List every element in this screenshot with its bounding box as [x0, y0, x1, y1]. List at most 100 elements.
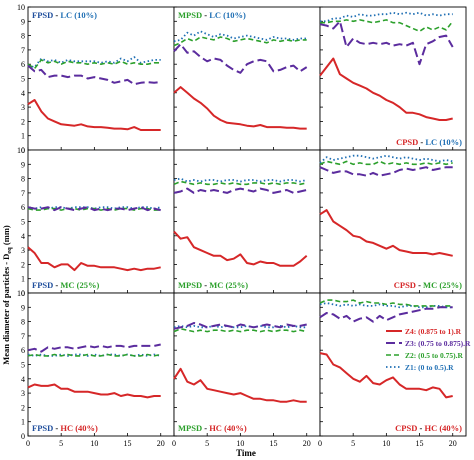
y-tick-label: 9 — [21, 160, 25, 169]
panel-label-separator: - — [53, 423, 60, 433]
x-tick-label: 0 — [26, 439, 30, 448]
x-tick-label: 15 — [124, 439, 132, 448]
series-line-z2 — [27, 59, 161, 70]
y-tick-label: 4 — [21, 375, 25, 384]
series-line-z3 — [27, 206, 161, 212]
panel-label-psd: FPSD — [32, 10, 53, 20]
y-tick-label: 0 — [21, 146, 25, 155]
y-axis-label-main: Mean diameter of particles - D — [1, 254, 11, 365]
series-line-z2 — [173, 180, 307, 186]
panel-label: CPSD - MC (25%) — [394, 280, 462, 290]
x-tick-label: 15 — [416, 439, 424, 448]
x-tick-label: 5 — [59, 439, 63, 448]
x-axis-label: Time — [236, 448, 256, 458]
y-tick-label: 10 — [17, 3, 25, 12]
series-line-z3 — [319, 306, 453, 323]
panel-label-psd: CPSD — [394, 280, 416, 290]
legend-label-z4: Z4: (0.875 to 1).R — [405, 327, 462, 336]
series-line-z4 — [27, 383, 161, 399]
panel-label: FPSD - MC (25%) — [32, 280, 99, 290]
series-line-z2 — [173, 36, 307, 47]
panel-label-separator: - — [416, 280, 423, 290]
y-tick-label: 0 — [21, 432, 25, 441]
series-line-z4 — [173, 86, 307, 130]
y-tick-label: 1 — [21, 418, 25, 427]
y-tick-label: 6 — [21, 346, 25, 355]
panel-label-case: LC (10%) — [60, 10, 97, 20]
y-tick-label: 7 — [21, 189, 25, 198]
legend-label-z1: Z1: (0 to 0.5).R — [405, 363, 454, 372]
series-line-z1 — [320, 11, 453, 23]
y-tick-label: 3 — [21, 389, 25, 398]
y-axis-label: Mean diameter of particles - Deq (mm) — [1, 225, 13, 365]
panel-label: MPSD - LC (10%) — [178, 10, 246, 20]
y-tick-label: 2 — [21, 403, 25, 412]
legend-label-z2: Z2: (0.5 to 0.75).R — [405, 351, 463, 360]
series-line-z2 — [27, 353, 161, 357]
y-tick-label: 9 — [21, 303, 25, 312]
panel-label-case: HC (40%) — [209, 423, 247, 433]
legend-label-z3: Z3: (0.75 to 0.875).R — [405, 339, 471, 348]
y-tick-label: 5 — [21, 361, 25, 370]
panel-label-psd: CPSD — [395, 423, 417, 433]
x-tick-label: 5 — [351, 439, 355, 448]
series-line-z3 — [173, 322, 307, 330]
x-tick-label: 10 — [382, 439, 390, 448]
panel-label: MPSD - HC (40%) — [178, 423, 247, 433]
series-line-z3 — [27, 343, 161, 353]
y-tick-label: 1 — [21, 275, 25, 284]
panel-6: CPSD - MC (25%) — [319, 149, 467, 294]
y-tick-label: 8 — [21, 32, 25, 41]
series-line-z4 — [173, 230, 308, 267]
y-tick-label: 3 — [21, 246, 25, 255]
panel-frame — [173, 149, 321, 294]
series-line-z2 — [27, 207, 161, 211]
y-tick-label: 5 — [21, 218, 25, 227]
series-line-z1 — [173, 177, 307, 183]
y-tick-label: 7 — [21, 46, 25, 55]
panel-9: 0 5 10 15 20 CPSD - HC (40%) Z4: (0.875 to 1).… — [318, 292, 471, 448]
series-line-z2 — [319, 299, 453, 309]
panel-label-psd: FPSD — [32, 423, 53, 433]
panel-label-psd: MPSD — [178, 10, 202, 20]
x-tick-label: 10 — [236, 439, 244, 448]
x-tick-label: 0 — [318, 439, 322, 448]
y-tick-label: 4 — [21, 232, 25, 241]
y-tick-label: 7 — [21, 332, 25, 341]
panel-label-case: LC (10%) — [209, 10, 246, 20]
series-line-z2 — [173, 327, 307, 333]
panel-frame — [173, 292, 321, 437]
series-line-z3 — [319, 166, 453, 177]
series-line-z4 — [319, 209, 453, 257]
panel-label-psd: MPSD — [178, 423, 202, 433]
x-tick-label: 20 — [303, 439, 311, 448]
x-tick-label: 20 — [449, 439, 457, 448]
panel-label-separator: - — [418, 137, 425, 147]
panel-label-psd: CPSD — [396, 137, 418, 147]
panel-label-separator: - — [202, 10, 209, 20]
panel-4: 0 1 2 3 4 5 6 7 8 9 10 FPSD - MC (25%) — [17, 146, 175, 298]
panel-label-psd: FPSD — [32, 280, 53, 290]
panel-label: FPSD - LC (10%) — [32, 10, 97, 20]
x-tick-label: 20 — [157, 439, 165, 448]
y-tick-label: 4 — [21, 89, 25, 98]
x-tick-label: 0 — [172, 439, 176, 448]
series-line-z1 — [27, 206, 161, 210]
panel-label-psd: MPSD — [178, 280, 202, 290]
y-tick-label: 9 — [21, 17, 25, 26]
series-line-z1 — [319, 154, 453, 164]
panel-5: MPSD - MC (25%) — [173, 149, 321, 294]
series-line-z4 — [27, 246, 161, 272]
y-axis-title: Mean diameter of particles - Deq (mm) — [1, 225, 13, 365]
y-tick-label: 10 — [17, 146, 25, 155]
panel-label-case: LC (10%) — [425, 137, 462, 147]
y-tick-label: 10 — [17, 289, 25, 298]
x-tick-label: 5 — [205, 439, 209, 448]
series-line-z2 — [319, 160, 453, 166]
panel-label: FPSD - HC (40%) — [32, 423, 98, 433]
panel-label: MPSD - MC (25%) — [178, 280, 248, 290]
panel-label-separator: - — [202, 280, 209, 290]
series-line-z3 — [173, 43, 308, 74]
